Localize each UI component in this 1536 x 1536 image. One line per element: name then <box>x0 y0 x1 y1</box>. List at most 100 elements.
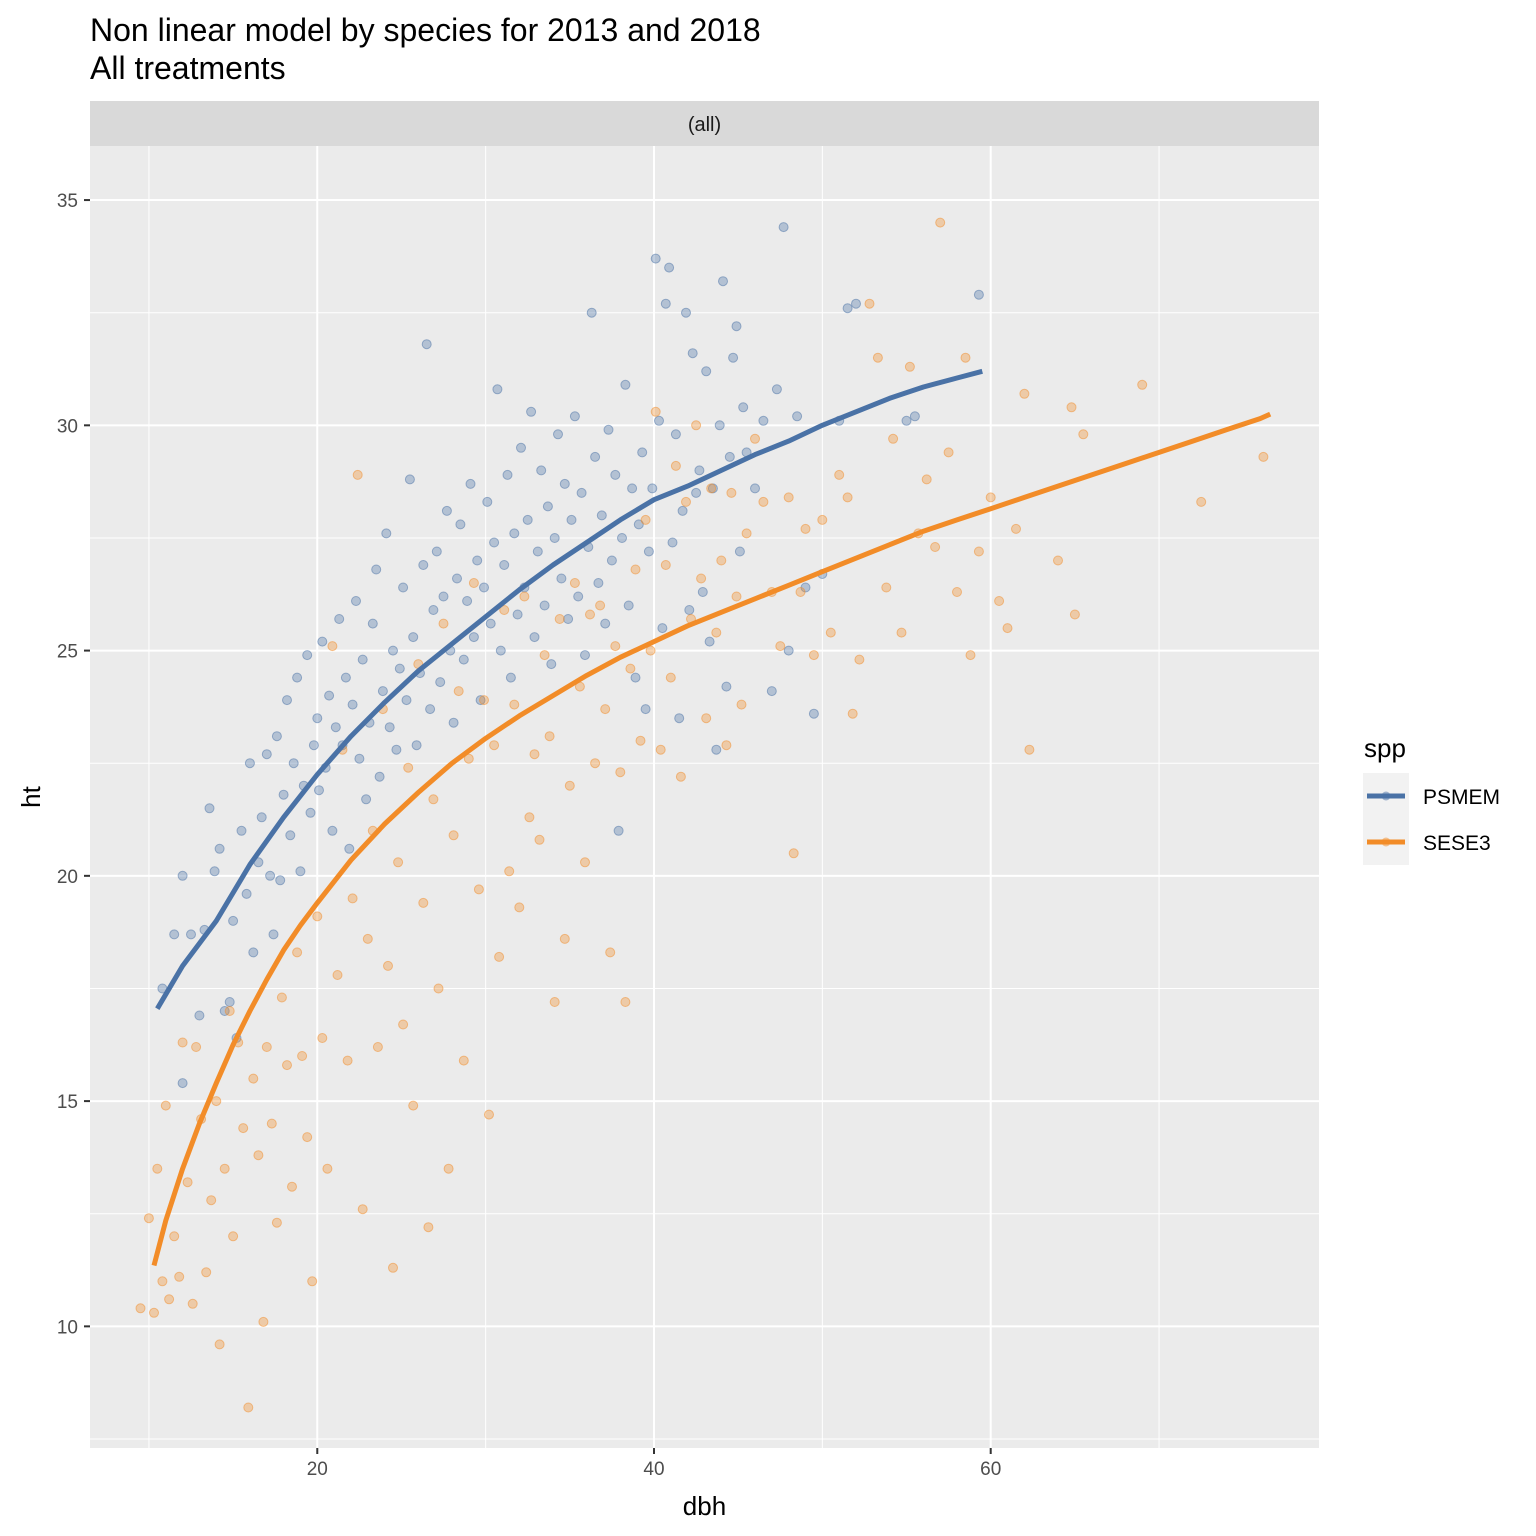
point-psmem <box>617 533 627 543</box>
legend-swatches <box>1367 791 1405 847</box>
point-sese3 <box>864 298 875 309</box>
point-sese3 <box>888 433 899 444</box>
point-sese3 <box>453 686 464 697</box>
point-psmem <box>482 496 493 507</box>
point-psmem <box>455 519 466 530</box>
point-psmem <box>394 663 405 674</box>
legend-point-psmem <box>1381 791 1391 801</box>
point-psmem <box>411 740 422 751</box>
point-sese3 <box>1011 523 1021 534</box>
point-psmem <box>721 681 732 692</box>
point-sese3 <box>174 1271 185 1282</box>
point-sese3 <box>191 1042 202 1052</box>
point-sese3 <box>408 1100 419 1111</box>
point-psmem <box>623 600 634 611</box>
point-psmem <box>278 789 289 800</box>
point-sese3 <box>800 523 811 534</box>
point-sese3 <box>645 645 656 656</box>
point-sese3 <box>808 650 819 661</box>
point-sese3 <box>509 699 520 710</box>
point-sese3 <box>448 830 459 841</box>
point-psmem <box>169 929 180 940</box>
point-sese3 <box>585 609 595 620</box>
point-psmem <box>546 659 557 670</box>
point-psmem <box>452 573 462 584</box>
point-sese3 <box>238 1123 249 1134</box>
point-sese3 <box>921 474 932 485</box>
point-psmem <box>489 537 500 548</box>
point-psmem <box>384 722 395 733</box>
point-psmem <box>241 888 252 899</box>
point-sese3 <box>201 1267 212 1278</box>
point-psmem <box>468 632 479 643</box>
point-psmem <box>563 614 574 624</box>
point-sese3 <box>854 654 865 665</box>
point-sese3 <box>388 1262 398 1273</box>
point-psmem <box>305 807 316 818</box>
point-psmem <box>664 262 675 273</box>
point-psmem <box>684 605 695 615</box>
point-psmem <box>209 866 220 877</box>
point-sese3 <box>847 708 858 719</box>
point-sese3 <box>788 848 799 859</box>
point-sese3 <box>383 960 393 971</box>
x-tick-label: 60 <box>980 1459 1001 1480</box>
point-psmem <box>244 758 255 769</box>
point-sese3 <box>473 884 484 895</box>
point-psmem <box>711 744 722 755</box>
point-psmem <box>186 929 196 940</box>
point-sese3 <box>650 406 661 417</box>
point-psmem <box>271 731 282 742</box>
point-sese3 <box>554 614 565 624</box>
point-psmem <box>704 636 715 647</box>
point-sese3 <box>625 663 636 674</box>
point-psmem <box>687 348 698 359</box>
point-sese3 <box>775 641 786 652</box>
point-sese3 <box>544 731 555 742</box>
point-psmem <box>637 447 648 458</box>
point-sese3 <box>312 911 323 922</box>
x-axis-title: dbh <box>683 1491 726 1521</box>
point-sese3 <box>297 1051 308 1061</box>
facet-strip <box>90 101 1319 146</box>
point-sese3 <box>842 492 853 503</box>
y-tick-label: 30 <box>57 416 78 437</box>
point-psmem <box>766 686 777 697</box>
point-sese3 <box>347 893 358 904</box>
point-psmem <box>317 636 328 647</box>
point-sese3 <box>1258 451 1269 462</box>
point-psmem <box>438 591 449 602</box>
point-sese3 <box>783 492 794 503</box>
point-sese3 <box>741 528 752 539</box>
point-sese3 <box>393 857 404 868</box>
point-psmem <box>670 429 681 440</box>
point-psmem <box>539 600 550 611</box>
point-sese3 <box>418 897 429 908</box>
point-psmem <box>495 645 506 656</box>
point-psmem <box>633 519 644 530</box>
grid-major <box>90 146 1319 1448</box>
point-psmem <box>640 704 651 715</box>
point-psmem <box>593 578 604 588</box>
point-sese3 <box>182 1177 193 1188</box>
point-sese3 <box>253 1150 264 1161</box>
point-sese3 <box>630 564 641 575</box>
point-sese3 <box>834 469 845 480</box>
point-sese3 <box>135 1303 146 1314</box>
point-sese3 <box>691 420 702 431</box>
point-psmem <box>462 596 473 606</box>
point-sese3 <box>872 352 883 363</box>
point-psmem <box>228 915 239 926</box>
point-sese3 <box>372 1042 383 1052</box>
point-psmem <box>851 298 861 309</box>
point-psmem <box>697 587 708 597</box>
point-sese3 <box>228 1231 239 1242</box>
point-sese3 <box>248 1073 259 1084</box>
y-tick-label: 10 <box>57 1317 78 1338</box>
point-psmem <box>606 555 617 566</box>
point-sese3 <box>559 933 570 944</box>
point-sese3 <box>187 1298 198 1309</box>
point-sese3 <box>1002 623 1013 634</box>
point-psmem <box>408 632 419 643</box>
point-sese3 <box>302 1132 313 1143</box>
